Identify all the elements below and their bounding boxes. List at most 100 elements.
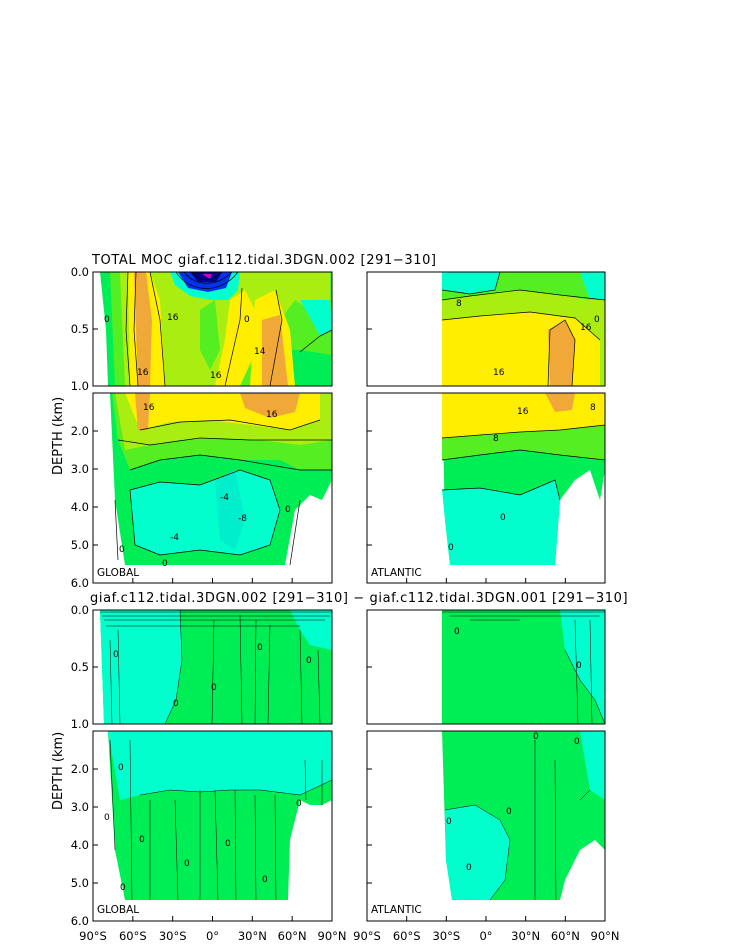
y-tick-label: 4.0 — [71, 500, 89, 514]
top-global-contour-labels: 16 16 16 14 16 16 0 0 -8 0 -4 -4 0 0 — [104, 313, 291, 569]
top-global-contour-lines — [114, 271, 333, 566]
contour-label: 0 — [296, 799, 302, 809]
y-tick-label: 0.0 — [71, 265, 89, 279]
x-tick-label: 30°S — [159, 929, 187, 943]
contour-label: 16 — [210, 371, 222, 381]
bottom-global-contour-labels: 0 0 0 0 0 0 0 0 0 0 0 0 0 — [104, 643, 312, 893]
x-tick-label: 30°N — [511, 929, 540, 943]
bottom-global-upper-field — [93, 610, 332, 724]
bottom-global-panel: 0 0 0 0 0 0 0 0 0 0 0 0 0 GLOBAL — [92, 609, 333, 922]
contour-label: 0 — [285, 505, 291, 515]
top-global-upper-field — [93, 272, 332, 386]
x-tick-label: 60°S — [119, 929, 147, 943]
contour-label: 0 — [454, 627, 460, 637]
x-tick-label: 90°S — [79, 929, 107, 943]
bottom-chart-title: giaf.c112.tidal.3DGN.002 [291−310] − gia… — [90, 591, 628, 606]
x-tick-label: 0° — [479, 929, 492, 943]
y-tick-label: 5.0 — [71, 876, 89, 890]
y-tick-label: 5.0 — [71, 538, 89, 552]
top-global-panel: 16 16 16 14 16 16 0 0 -8 0 -4 -4 0 0 GLO… — [92, 271, 333, 584]
contour-label: 0 — [262, 875, 268, 885]
contour-label: 8 — [590, 403, 596, 413]
y-tick-label: 1.0 — [71, 379, 89, 393]
bottom-atlantic-panel: 0 0 0 0 0 0 0 ATLANTIC — [366, 609, 606, 922]
x-tick-label: 60°N — [551, 929, 580, 943]
contour-label: 0 — [104, 813, 110, 823]
top-atlantic-lower-field — [367, 393, 605, 583]
y-tick-label: 0.0 — [71, 603, 89, 617]
contour-label: 8 — [493, 434, 499, 444]
y-tick-label: 6.0 — [71, 914, 89, 928]
contour-label: -4 — [220, 493, 229, 503]
contour-label: 16 — [266, 410, 278, 420]
contour-label: 16 — [580, 323, 592, 333]
contour-label: 0 — [173, 699, 179, 709]
y-tick-label: 0.5 — [71, 660, 89, 674]
contour-label: 0 — [139, 835, 145, 845]
top-chart-title: TOTAL MOC giaf.c112.tidal.3DGN.002 [291−… — [91, 253, 437, 268]
contour-label: 0 — [574, 737, 580, 747]
contour-label: 0 — [113, 650, 119, 660]
x-tick-label: 0° — [206, 929, 219, 943]
contour-label: 0 — [225, 839, 231, 849]
bottom-global-contour-lines — [100, 609, 333, 901]
bottom-global-lower-field — [93, 731, 332, 921]
y-tick-label: 3.0 — [71, 800, 89, 814]
bottom-atlantic-lower-field — [367, 731, 605, 921]
top-global-region-label: GLOBAL — [97, 567, 139, 579]
top-atlantic-region-label: ATLANTIC — [371, 567, 422, 579]
contour-label: 0 — [118, 763, 124, 773]
contour-label: 14 — [254, 347, 266, 357]
contour-label: 0 — [211, 683, 217, 693]
bottom-global-region-label: GLOBAL — [97, 904, 139, 916]
contour-label: 0 — [120, 883, 126, 893]
contour-label: 8 — [456, 299, 462, 309]
contour-label: 0 — [594, 315, 600, 325]
contour-label: 0 — [244, 315, 250, 325]
contour-label: 0 — [257, 643, 263, 653]
top-atlantic-contour-lines — [441, 271, 606, 501]
y-tick-label: 4.0 — [71, 838, 89, 852]
top-atlantic-panel: 8 16 16 16 8 8 0 0 0 ATLANTIC — [366, 271, 606, 584]
top-global-lower-field — [93, 393, 332, 583]
top-atlantic-contour-labels: 8 16 16 16 8 8 0 0 0 — [448, 299, 600, 553]
x-tick-label: 90°N — [591, 929, 620, 943]
top-y-axis-label: DEPTH (km) — [51, 397, 66, 475]
x-tick-label: 90°N — [318, 929, 347, 943]
contour-label: -4 — [170, 533, 179, 543]
bottom-atlantic-upper-field — [367, 610, 605, 724]
y-tick-label: 2.0 — [71, 762, 89, 776]
contour-label: 0 — [119, 545, 125, 555]
x-tick-label: 30°N — [238, 929, 267, 943]
contour-label: 0 — [466, 863, 472, 873]
bottom-atlantic-contour-labels: 0 0 0 0 0 0 0 — [446, 627, 582, 873]
contour-label: 16 — [517, 407, 529, 417]
contour-label: 0 — [576, 661, 582, 671]
bottom-atlantic-region-label: ATLANTIC — [371, 904, 422, 916]
contour-label: 16 — [167, 313, 179, 323]
x-tick-label: 90°S — [353, 929, 381, 943]
top-atlantic-upper-field — [367, 272, 605, 386]
contour-label: 0 — [533, 732, 539, 742]
y-tick-label: 0.5 — [71, 322, 89, 336]
x-tick-label: 60°S — [393, 929, 421, 943]
contour-label: 16 — [493, 368, 505, 378]
bottom-atlantic-contour-lines — [442, 611, 606, 901]
axes-layer: 0.0 0.5 1.0 2.0 3.0 4.0 5.0 6.0 0.0 0.5 1.0 2.0 3.0 4… — [71, 265, 620, 943]
bottom-y-axis-label: DEPTH (km) — [51, 732, 66, 810]
y-tick-label: 6.0 — [71, 576, 89, 590]
contour-label: 0 — [184, 859, 190, 869]
y-tick-label: 3.0 — [71, 462, 89, 476]
y-tick-label: 2.0 — [71, 424, 89, 438]
contour-label: 0 — [162, 559, 168, 569]
contour-label: 16 — [137, 368, 149, 378]
x-tick-label: 60°N — [278, 929, 307, 943]
contour-label: 0 — [104, 315, 110, 325]
contour-label: 0 — [446, 817, 452, 827]
contour-label: 0 — [306, 656, 312, 666]
contour-label: 0 — [506, 807, 512, 817]
x-tick-label: 30°S — [432, 929, 460, 943]
contour-label: 0 — [448, 543, 454, 553]
contour-label: 0 — [500, 513, 506, 523]
